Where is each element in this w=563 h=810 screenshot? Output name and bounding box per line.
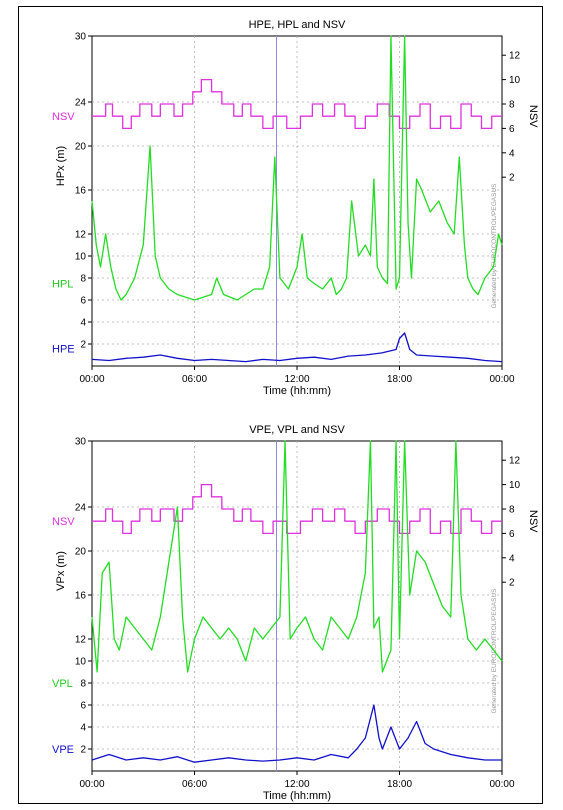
x-axis-label: Time (hh:mm) [263,385,331,397]
y-axis-label: VPx (m) [55,551,67,591]
y2-tick-label: 10 [509,75,521,86]
y2-axis-label: NSV [527,510,539,533]
series-label-nsv: NSV [52,516,75,528]
chart-title: HPE, HPL and NSV [249,19,346,31]
series-label-pe: VPE [52,744,74,756]
x-tick-label: 12:00 [284,374,309,385]
y2-tick-label: 10 [509,480,521,491]
y-tick-label: 4 [80,723,86,734]
y-tick-label: 12 [75,230,87,241]
x-tick-label: 18:00 [387,374,412,385]
y2-tick-label: 4 [509,148,515,159]
y-axis-label: HPx (m) [55,146,67,186]
y-tick-label: 2 [80,340,86,351]
x-tick-label: 18:00 [387,779,412,790]
series-line-vpe [91,704,502,763]
y-tick-label: 10 [75,252,87,263]
chart-title: VPE, VPL and NSV [249,424,345,436]
y2-tick-label: 4 [509,553,515,564]
y-tick-label: 24 [75,503,87,514]
series-label-pl: VPL [52,678,73,690]
y-tick-label: 6 [80,296,86,307]
y-tick-label: 20 [75,142,87,153]
y-tick-label: 30 [75,32,87,43]
y-tick-label: 10 [75,657,87,668]
series-label-nsv: NSV [52,111,75,123]
series-label-pe: HPE [52,343,75,355]
series-line-hpe [91,332,503,363]
series-line-nsv [92,78,502,130]
x-tick-label: 00:00 [79,779,104,790]
x-tick-label: 06:00 [182,779,207,790]
y-tick-label: 8 [80,679,86,690]
x-tick-label: 12:00 [284,779,309,790]
series-label-pl: HPL [52,279,73,291]
series-line-vpl [91,440,503,673]
y-tick-label: 20 [75,547,87,558]
y2-tick-label: 8 [509,100,515,111]
y2-tick-label: 2 [509,578,515,589]
x-tick-label: 00:00 [489,374,514,385]
y2-tick-label: 6 [509,124,515,135]
y2-tick-label: 8 [509,505,515,516]
y-tick-label: 4 [80,318,86,329]
x-axis-label: Time (hh:mm) [263,790,331,802]
y-tick-label: 30 [75,437,87,448]
x-tick-label: 00:00 [79,374,104,385]
y2-tick-label: 12 [509,51,521,62]
x-tick-label: 06:00 [182,374,207,385]
y-tick-label: 6 [80,701,86,712]
y2-tick-label: 6 [509,529,515,540]
series-line-hpl [91,35,503,301]
y-tick-label: 8 [80,274,86,285]
x-tick-label: 00:00 [489,779,514,790]
y-tick-label: 24 [75,98,87,109]
y2-tick-label: 2 [509,173,515,184]
y2-axis-label: NSV [527,105,539,128]
y-tick-label: 12 [75,635,87,646]
watermark: Generated by EUROCONTROL/PEGASUS [491,183,498,309]
y2-tick-label: 12 [509,456,521,467]
y-tick-label: 16 [75,186,87,197]
y-tick-label: 16 [75,591,87,602]
y-tick-label: 2 [80,745,86,756]
series-line-nsv [92,483,502,535]
